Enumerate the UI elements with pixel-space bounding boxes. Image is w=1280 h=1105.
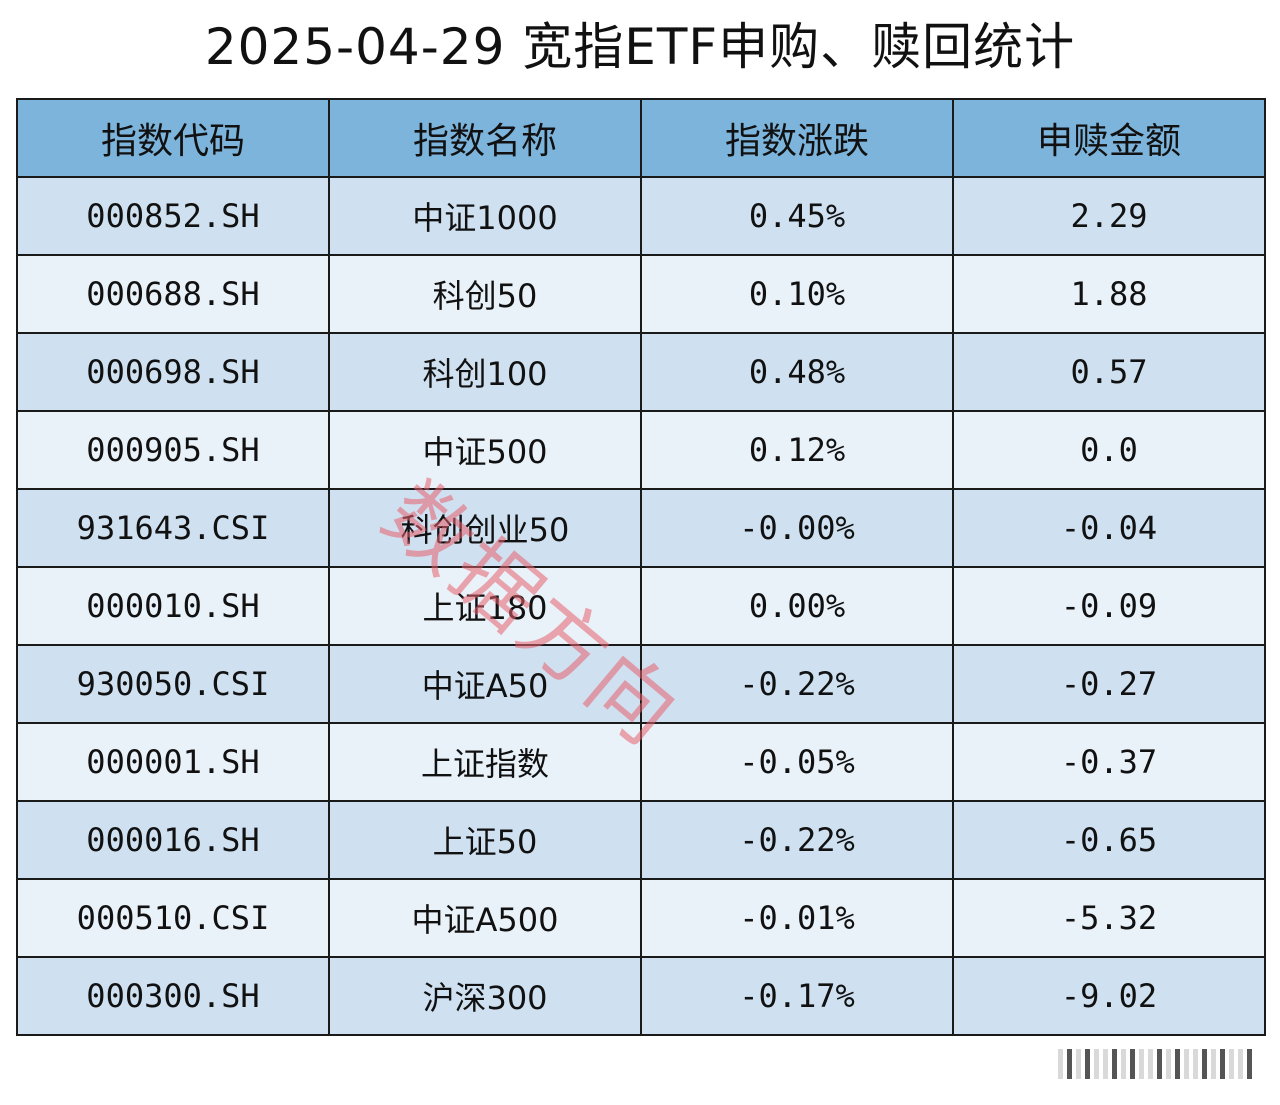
table-row: 931643.CSI 科创创业50 -0.00% -0.04 — [16, 488, 1266, 568]
header-index-name: 指数名称 — [328, 98, 642, 178]
etf-flow-table: 指数代码 指数名称 指数涨跌 申赎金额 000852.SH 中证1000 0.4… — [16, 98, 1266, 1036]
cell-index-code: 000300.SH — [16, 956, 330, 1036]
cell-index-code: 000688.SH — [16, 254, 330, 334]
cell-index-name: 科创创业50 — [328, 488, 642, 568]
cell-index-change: 0.45% — [640, 176, 954, 256]
cell-amount: 1.88 — [952, 254, 1266, 334]
header-index-code: 指数代码 — [16, 98, 330, 178]
table-row: 000001.SH 上证指数 -0.05% -0.37 — [16, 722, 1266, 802]
cell-index-name: 上证指数 — [328, 722, 642, 802]
cell-index-code: 000010.SH — [16, 566, 330, 646]
cell-index-change: -0.22% — [640, 644, 954, 724]
cell-index-code: 000905.SH — [16, 410, 330, 490]
cell-index-code: 000001.SH — [16, 722, 330, 802]
cell-index-name: 中证500 — [328, 410, 642, 490]
cell-index-change: -0.00% — [640, 488, 954, 568]
cell-index-code: 000852.SH — [16, 176, 330, 256]
cell-index-change: -0.01% — [640, 878, 954, 958]
cell-index-change: 0.12% — [640, 410, 954, 490]
cell-index-change: 0.48% — [640, 332, 954, 412]
cell-amount: -0.65 — [952, 800, 1266, 880]
table-row: 000510.CSI 中证A500 -0.01% -5.32 — [16, 878, 1266, 958]
cell-index-name: 上证50 — [328, 800, 642, 880]
cell-index-name: 科创50 — [328, 254, 642, 334]
cell-index-change: -0.17% — [640, 956, 954, 1036]
cell-amount: -0.04 — [952, 488, 1266, 568]
cell-index-change: 0.10% — [640, 254, 954, 334]
table-row: 000010.SH 上证180 0.00% -0.09 — [16, 566, 1266, 646]
cell-amount: 0.0 — [952, 410, 1266, 490]
cell-index-code: 930050.CSI — [16, 644, 330, 724]
cell-index-name: 中证A500 — [328, 878, 642, 958]
cell-amount: -0.37 — [952, 722, 1266, 802]
table-header-row: 指数代码 指数名称 指数涨跌 申赎金额 — [16, 98, 1266, 178]
cell-amount: -9.02 — [952, 956, 1266, 1036]
cell-amount: -0.09 — [952, 566, 1266, 646]
barcode-watermark-icon — [1058, 1049, 1253, 1079]
cell-amount: -5.32 — [952, 878, 1266, 958]
cell-index-code: 000510.CSI — [16, 878, 330, 958]
header-index-change: 指数涨跌 — [640, 98, 954, 178]
cell-index-name: 沪深300 — [328, 956, 642, 1036]
cell-amount: 0.57 — [952, 332, 1266, 412]
table-row: 000300.SH 沪深300 -0.17% -9.02 — [16, 956, 1266, 1036]
cell-index-name: 中证A50 — [328, 644, 642, 724]
table-row: 930050.CSI 中证A50 -0.22% -0.27 — [16, 644, 1266, 724]
cell-index-name: 上证180 — [328, 566, 642, 646]
cell-index-code: 000016.SH — [16, 800, 330, 880]
cell-index-name: 科创100 — [328, 332, 642, 412]
table-row: 000698.SH 科创100 0.48% 0.57 — [16, 332, 1266, 412]
table-row: 000688.SH 科创50 0.10% 1.88 — [16, 254, 1266, 334]
cell-index-change: -0.05% — [640, 722, 954, 802]
cell-amount: 2.29 — [952, 176, 1266, 256]
table-row: 000016.SH 上证50 -0.22% -0.65 — [16, 800, 1266, 880]
cell-amount: -0.27 — [952, 644, 1266, 724]
cell-index-change: 0.00% — [640, 566, 954, 646]
header-subscription-amount: 申赎金额 — [952, 98, 1266, 178]
cell-index-name: 中证1000 — [328, 176, 642, 256]
page-title: 2025-04-29 宽指ETF申购、赎回统计 — [204, 18, 1076, 76]
table-row: 000905.SH 中证500 0.12% 0.0 — [16, 410, 1266, 490]
cell-index-change: -0.22% — [640, 800, 954, 880]
cell-index-code: 000698.SH — [16, 332, 330, 412]
cell-index-code: 931643.CSI — [16, 488, 330, 568]
table-row: 000852.SH 中证1000 0.45% 2.29 — [16, 176, 1266, 256]
